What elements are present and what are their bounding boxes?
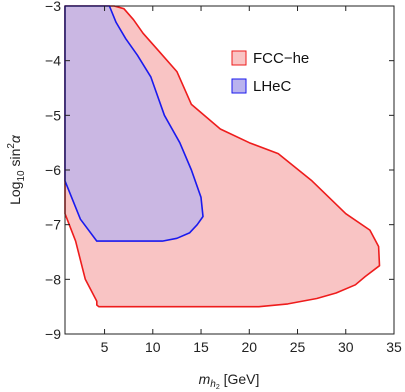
- y-tick-label: −6: [45, 162, 61, 178]
- x-tick-label: 5: [101, 339, 109, 355]
- y-axis-title-greek: α: [7, 134, 23, 143]
- legend-label-lheC: LHeC: [253, 78, 292, 95]
- plot-area: [64, 5, 395, 335]
- series-layer: [64, 5, 381, 308]
- y-tick-label: −5: [45, 107, 61, 123]
- legend: FCC−he LHeC: [231, 50, 309, 95]
- x-axis-title-subsub: 2: [216, 384, 220, 391]
- x-axis-title-unit: [GeV]: [220, 371, 260, 387]
- y-tick-label: −9: [45, 326, 61, 342]
- y-axis-title-sub: 10: [16, 170, 27, 182]
- x-axis-ticks: 5 10 15 20 25 30 35: [101, 6, 402, 355]
- x-tick-label: 30: [338, 339, 354, 355]
- y-axis-title-rest: sin: [7, 149, 23, 171]
- region-lhec: [64, 5, 204, 242]
- y-axis-title-sup: 2: [6, 143, 17, 149]
- y-tick-label: −8: [45, 271, 61, 287]
- y-axis-title: Log10 sin2α: [6, 134, 27, 205]
- x-tick-label: 20: [241, 339, 257, 355]
- x-tick-label: 25: [290, 339, 306, 355]
- y-tick-label: −7: [45, 217, 61, 233]
- x-axis-title-main: m: [199, 371, 211, 387]
- y-axis-title-main: Log: [7, 182, 23, 205]
- y-axis-ticks: −9 −8 −7 −6 −5 −4 −3: [45, 0, 394, 342]
- x-tick-label: 10: [145, 339, 161, 355]
- x-axis-title: mh2 [GeV]: [199, 371, 260, 391]
- x-tick-label: 35: [386, 339, 402, 355]
- x-tick-label: 15: [193, 339, 209, 355]
- y-tick-label: −4: [45, 53, 61, 69]
- legend-swatch-fcc-he: [231, 50, 247, 66]
- legend-swatch-lheC: [231, 78, 247, 94]
- y-tick-label: −3: [45, 0, 61, 14]
- x-axis-title-sub: h: [210, 379, 216, 390]
- legend-label-fcc-he: FCC−he: [253, 50, 309, 67]
